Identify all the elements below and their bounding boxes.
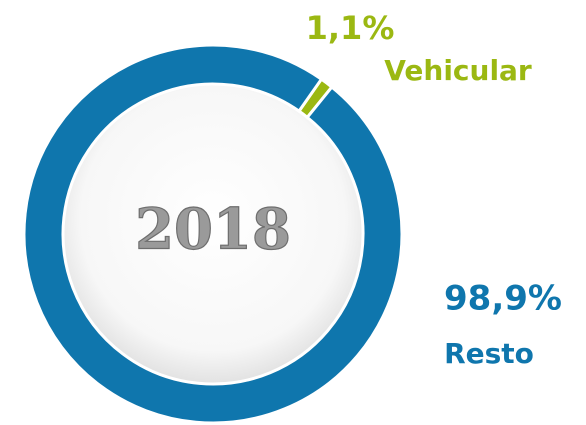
center-label: 2018	[135, 197, 291, 263]
category-label: Vehicular	[384, 54, 532, 87]
value-label: 98,9%	[444, 279, 562, 319]
category-label: Resto	[444, 337, 534, 370]
donut-hole	[63, 84, 363, 384]
donut-slice	[22, 43, 404, 425]
value-label: 1,1%	[306, 9, 395, 47]
